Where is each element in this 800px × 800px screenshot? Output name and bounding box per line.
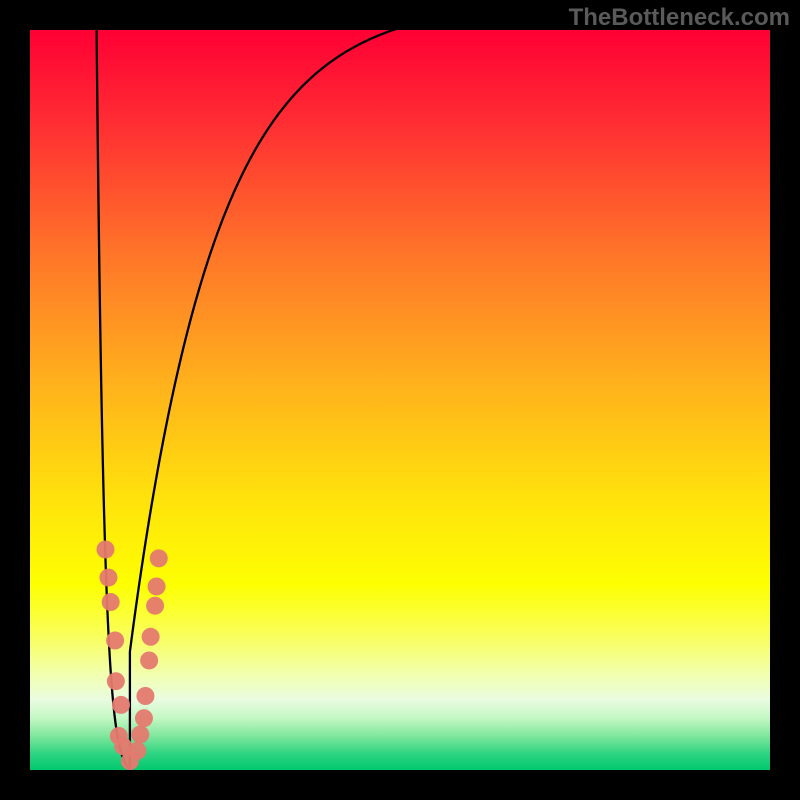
watermark-text: TheBottleneck.com xyxy=(569,4,790,32)
bottleneck-chart xyxy=(0,0,800,800)
chart-container: TheBottleneck.com xyxy=(0,0,800,800)
